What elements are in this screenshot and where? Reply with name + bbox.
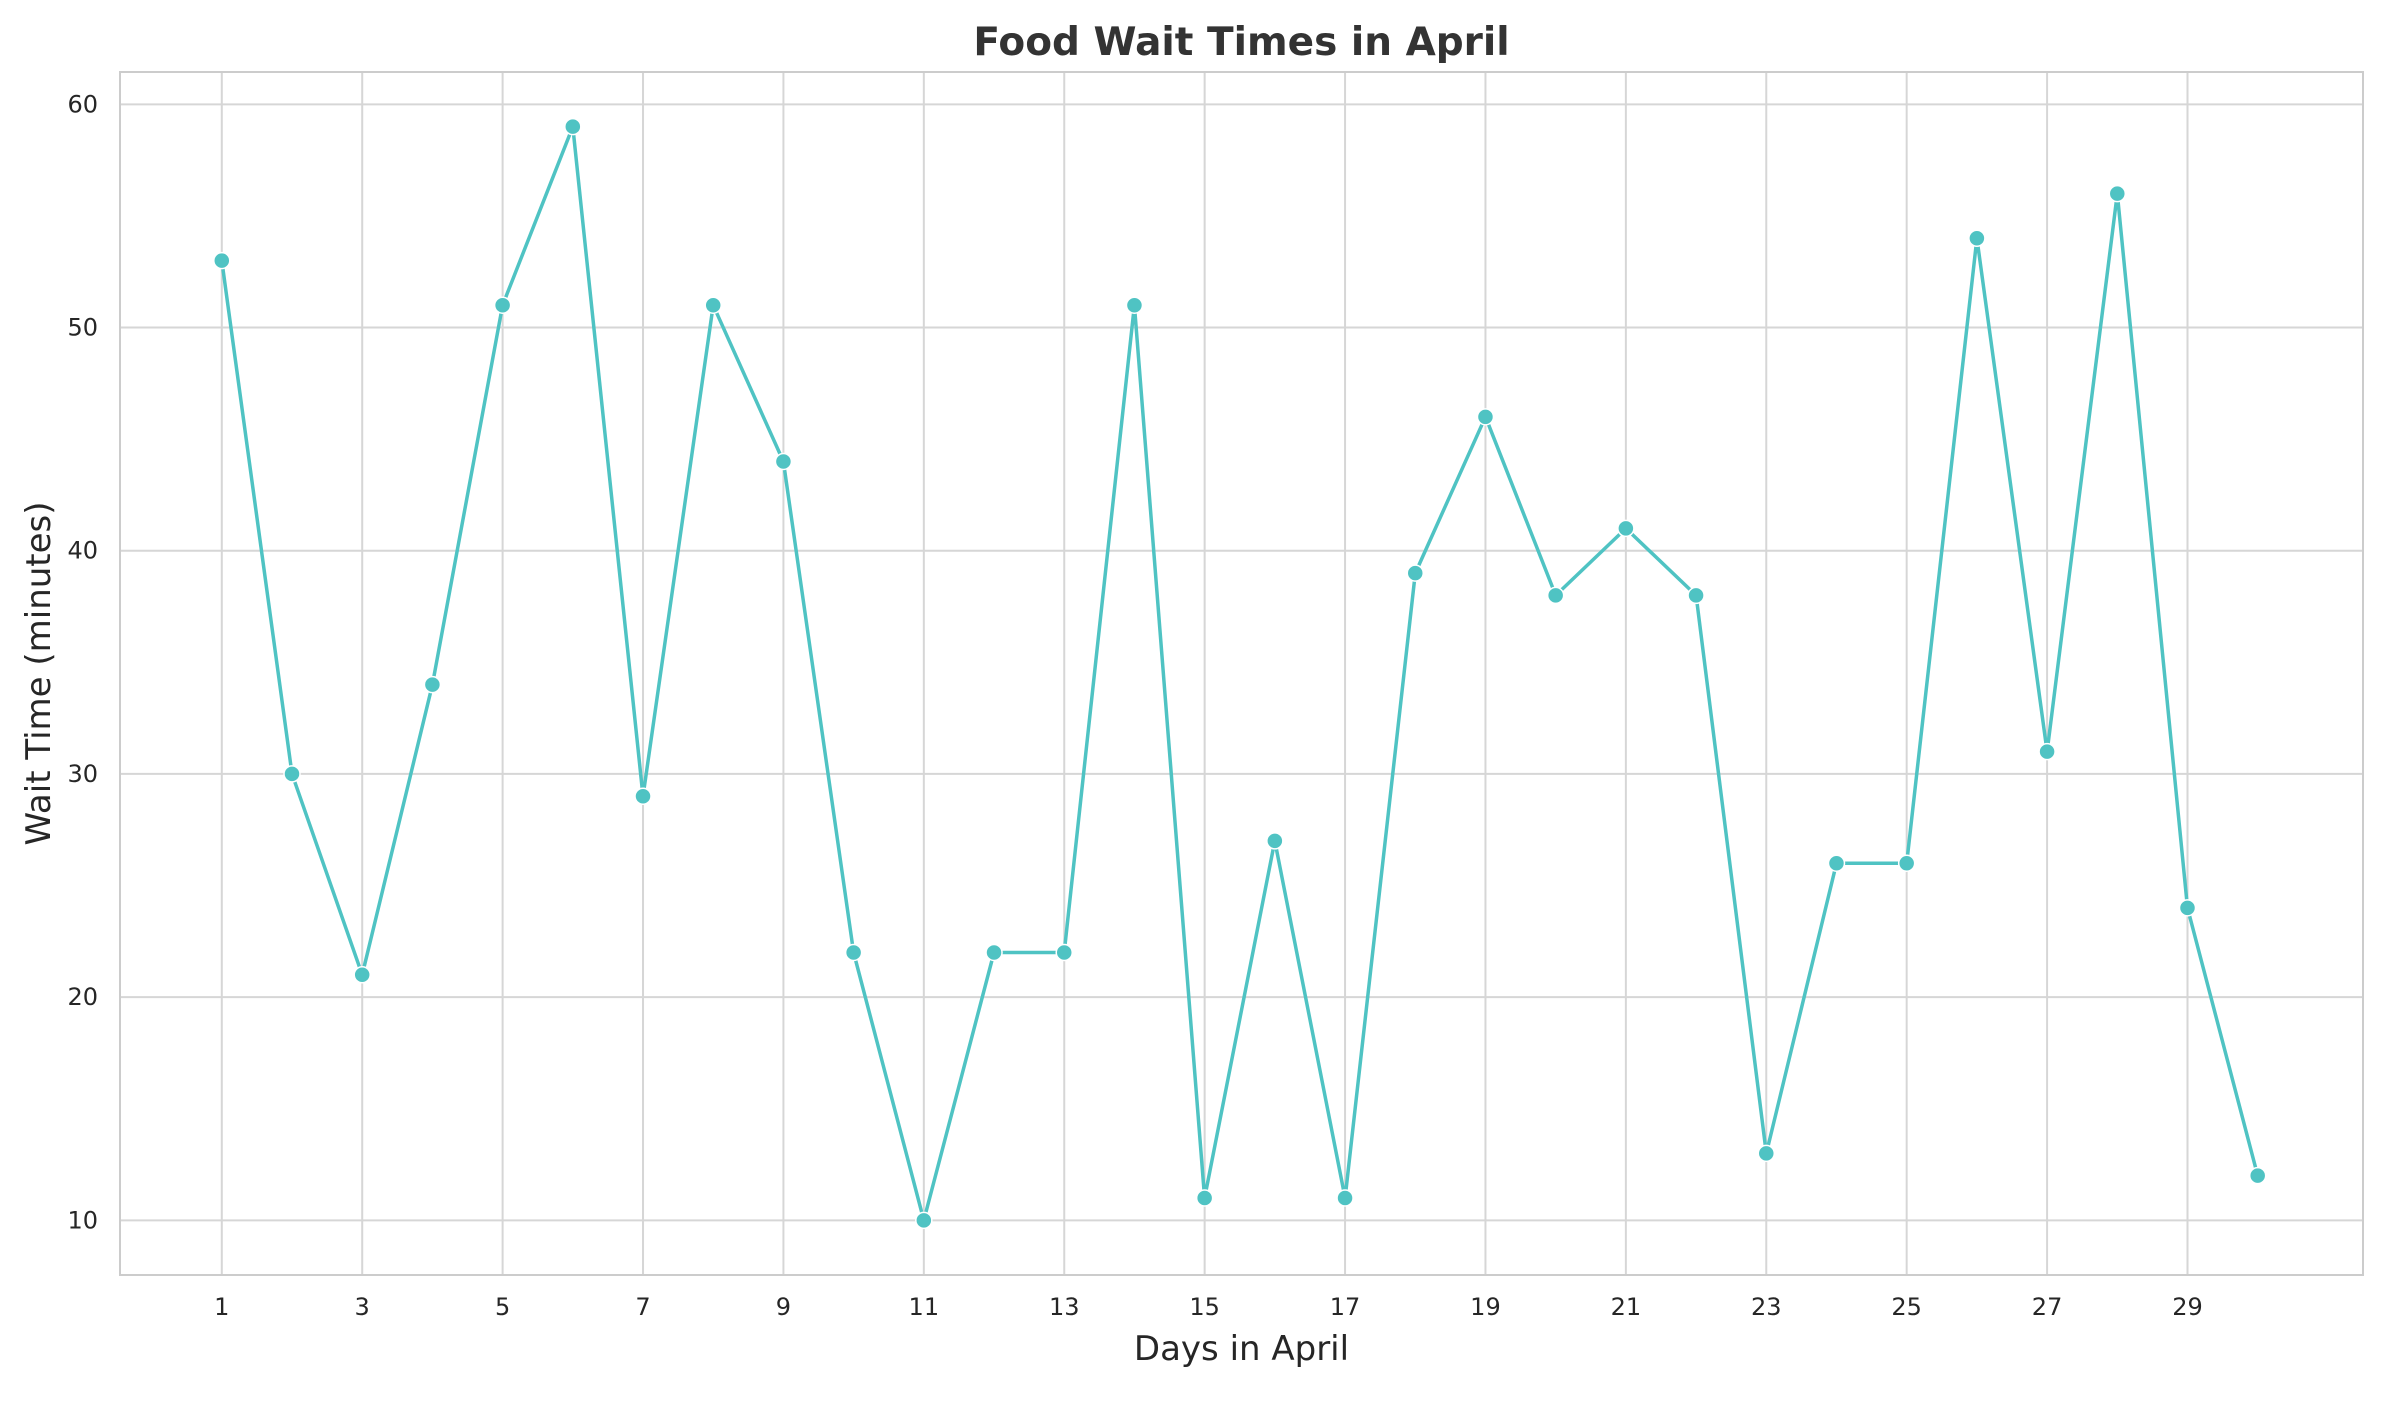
y-tick-label-50: 50	[67, 314, 98, 342]
x-tick-label-19: 19	[1470, 1293, 1501, 1321]
y-axis-label: Wait Time (minutes)	[19, 501, 59, 845]
data-point-day-27	[2038, 742, 2056, 761]
y-tick-label-20: 20	[67, 983, 98, 1011]
x-axis-label: Days in April	[1134, 1329, 1349, 1369]
data-point-day-9	[774, 452, 793, 471]
data-point-day-16	[1266, 832, 1284, 850]
x-tick-label-11: 11	[909, 1293, 940, 1321]
data-point-day-5	[493, 296, 512, 314]
data-point-day-13	[1055, 943, 1073, 962]
data-point-day-24	[1827, 854, 1846, 872]
plot-area-frame	[119, 71, 2364, 1276]
y-tick-label-10: 10	[67, 1206, 98, 1234]
data-point-day-1	[213, 251, 231, 270]
x-tick-label-17: 17	[1330, 1293, 1361, 1321]
x-tick-label-29: 29	[2172, 1293, 2203, 1321]
x-tick-label-13: 13	[1049, 1293, 1080, 1321]
data-point-day-30	[2248, 1166, 2267, 1185]
data-point-day-2	[283, 765, 301, 783]
data-point-day-10	[844, 943, 863, 962]
x-tick-label-3: 3	[355, 1293, 370, 1321]
x-tick-label-25: 25	[1891, 1293, 1922, 1321]
data-point-day-12	[985, 943, 1003, 962]
data-point-day-29	[2178, 899, 2197, 917]
data-point-day-19	[1476, 408, 1495, 426]
data-point-day-25	[1897, 854, 1916, 872]
x-tick-label-27: 27	[2032, 1293, 2063, 1321]
data-point-day-22	[1687, 586, 1705, 605]
data-point-day-20	[1546, 586, 1565, 605]
data-point-day-4	[423, 675, 442, 694]
y-tick-label-60: 60	[67, 90, 98, 118]
data-point-day-28	[2108, 184, 2127, 203]
x-tick-label-23: 23	[1751, 1293, 1782, 1321]
data-point-day-17	[1336, 1189, 1354, 1207]
x-tick-label-5: 5	[495, 1293, 510, 1321]
x-tick-label-7: 7	[635, 1293, 650, 1321]
data-point-day-8	[704, 296, 722, 314]
y-tick-label-40: 40	[67, 537, 98, 565]
data-point-day-23	[1757, 1144, 1776, 1163]
x-tick-label-15: 15	[1189, 1293, 1220, 1321]
chart-title: Food Wait Times in April	[973, 20, 1509, 65]
x-tick-label-21: 21	[1611, 1293, 1642, 1321]
data-point-day-21	[1617, 519, 1635, 538]
x-tick-label-9: 9	[776, 1293, 791, 1321]
y-tick-label-30: 30	[67, 760, 98, 788]
data-point-day-3	[353, 966, 371, 984]
data-point-day-7	[634, 787, 652, 806]
data-point-day-11	[915, 1211, 933, 1230]
data-point-day-6	[564, 117, 582, 136]
data-point-day-14	[1125, 296, 1144, 314]
data-points	[213, 117, 2267, 1230]
grid	[120, 72, 2363, 1275]
x-tick-label-1: 1	[214, 1293, 229, 1321]
data-point-day-15	[1195, 1189, 1214, 1207]
data-point-day-18	[1406, 564, 1425, 582]
data-point-day-26	[1968, 229, 1986, 248]
wait-time-series-line	[220, 124, 2260, 1223]
